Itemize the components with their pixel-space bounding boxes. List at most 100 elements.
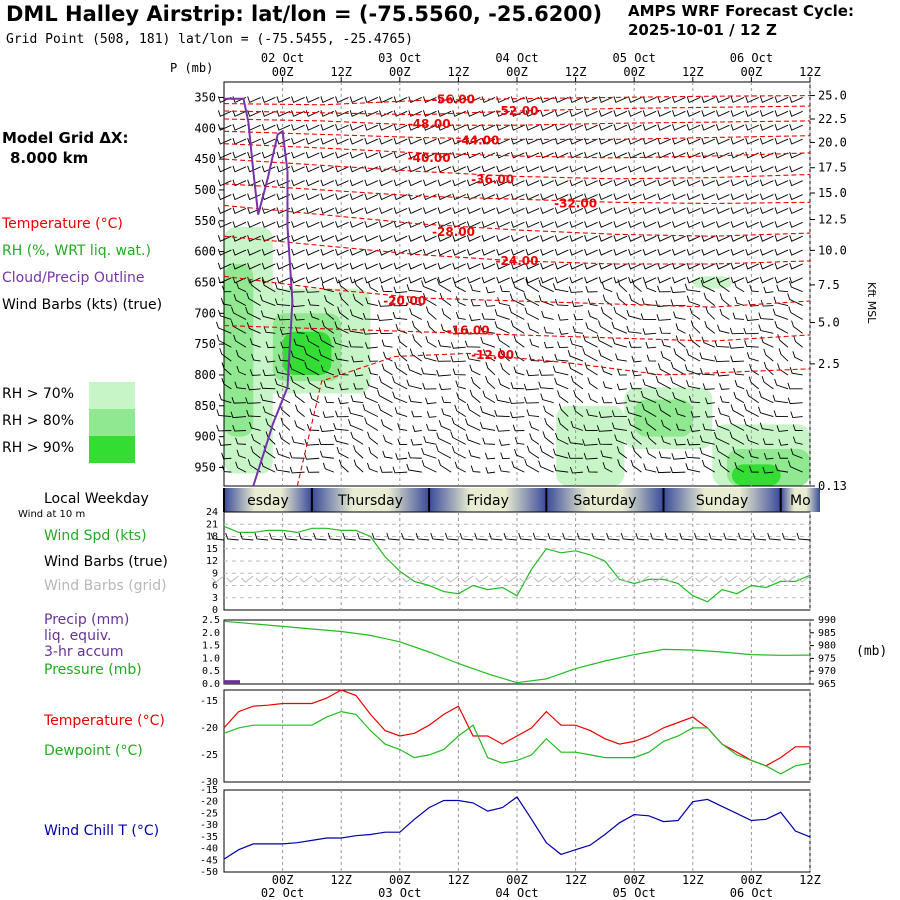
wind-barb [496, 235, 510, 242]
wind-barb-true [781, 532, 796, 541]
wind-barb [627, 418, 642, 431]
wind-barb [481, 179, 496, 187]
wind-barb [761, 376, 774, 390]
wind-barb [349, 124, 364, 131]
wind-barb [306, 376, 320, 390]
wind-barb [525, 165, 540, 173]
wind-barb [407, 363, 422, 376]
wind-barb [276, 124, 291, 131]
time-tick-label-bottom: 00Z [741, 873, 763, 887]
wind-barb [261, 137, 276, 145]
wind-barb [349, 276, 364, 284]
pressure-tick-label: 350 [194, 90, 216, 104]
wind-barb-true [401, 532, 415, 541]
temperature-contour [223, 130, 811, 140]
wind-barb [324, 295, 335, 306]
wind-barb [408, 151, 422, 159]
wind-barb [613, 248, 628, 256]
time-tick-label-top: 00Z [741, 65, 763, 79]
wind-barb [613, 124, 628, 131]
wind-barb [452, 193, 466, 201]
wind-barb [541, 310, 554, 320]
wind-barb [470, 376, 481, 390]
wind-barb [500, 452, 510, 460]
wind-barb [540, 193, 554, 201]
wind-barb [466, 137, 481, 145]
wind-barb [335, 235, 349, 242]
wind-barb-grid [446, 575, 459, 583]
wind-barb [774, 96, 789, 104]
wind-barb [392, 466, 408, 474]
wind-barb [508, 306, 525, 320]
wind-height-label: Wind at 10 m [18, 509, 86, 520]
windchill-tick-label: -20 [200, 797, 218, 808]
wind-barb [379, 151, 393, 159]
wind-barb [584, 96, 598, 104]
wind-barb [422, 382, 437, 390]
wind-barb [383, 351, 393, 362]
wind-barb [790, 448, 803, 459]
wind-barb [657, 193, 672, 201]
wind-barb [540, 124, 554, 131]
wind-barb [569, 466, 583, 474]
wind-barb [511, 460, 525, 473]
wind-barb [233, 334, 247, 348]
wind-barb [584, 248, 598, 256]
wind-barb [335, 207, 349, 215]
height-tick-label: 25.0 [818, 89, 847, 103]
wind-barb [319, 334, 335, 348]
wind-barb [513, 335, 525, 348]
wind-barb [540, 276, 554, 284]
wind-barb [393, 286, 408, 294]
wind-barb [792, 436, 803, 445]
wind-barb [569, 124, 584, 131]
wind-barb [364, 110, 379, 117]
precip-tick-label: 1.0 [202, 653, 220, 664]
wind-barb [422, 221, 437, 228]
wind-barb [660, 351, 672, 362]
wind-barb [291, 436, 305, 445]
wind-barb [558, 328, 569, 335]
wind-barb [320, 151, 335, 159]
wind-barb [569, 262, 584, 270]
wind-barb [364, 342, 378, 349]
wind-barb [743, 327, 759, 335]
pressure-tick-label: 985 [818, 628, 836, 639]
weekday-label: Mo [790, 493, 811, 509]
wind-barb [338, 459, 349, 473]
wind-barb [217, 309, 232, 320]
wind-barb [426, 423, 437, 431]
precip-tick-label: 0.5 [202, 666, 220, 677]
wind-barb [774, 179, 789, 187]
wind-barb [700, 368, 715, 376]
time-tick-label-bottom: 00Z [506, 873, 528, 887]
wind-barb [514, 437, 525, 445]
wind-barb [276, 276, 291, 284]
wind-barb [275, 366, 291, 376]
wind-barb [320, 248, 335, 256]
wind-barb [510, 221, 525, 228]
wind-barb [454, 404, 466, 417]
wind-barb [748, 376, 760, 390]
wind-barb [554, 110, 569, 117]
height-tick-label: 5.0 [818, 316, 840, 330]
wind-barb [248, 421, 261, 431]
wind-barb [628, 248, 642, 256]
wind-barb-grid [753, 575, 767, 583]
wind-barb [616, 446, 628, 459]
wind-barb [672, 124, 686, 131]
wind-barb [657, 137, 672, 145]
wind-barb [672, 262, 686, 270]
wind-barb [365, 297, 378, 307]
precip-label-3: 3-hr accum [44, 644, 124, 660]
wind-barb [686, 221, 701, 228]
pressure-tick-label: 900 [194, 430, 216, 444]
wind-barb [612, 337, 627, 348]
wind-barb [642, 248, 657, 256]
wind-barb [335, 193, 349, 201]
wind-barb [540, 151, 554, 159]
wind-barb [749, 465, 759, 473]
wind-barb [670, 376, 686, 390]
wind-barb [350, 395, 364, 404]
wind-barb [672, 179, 686, 187]
